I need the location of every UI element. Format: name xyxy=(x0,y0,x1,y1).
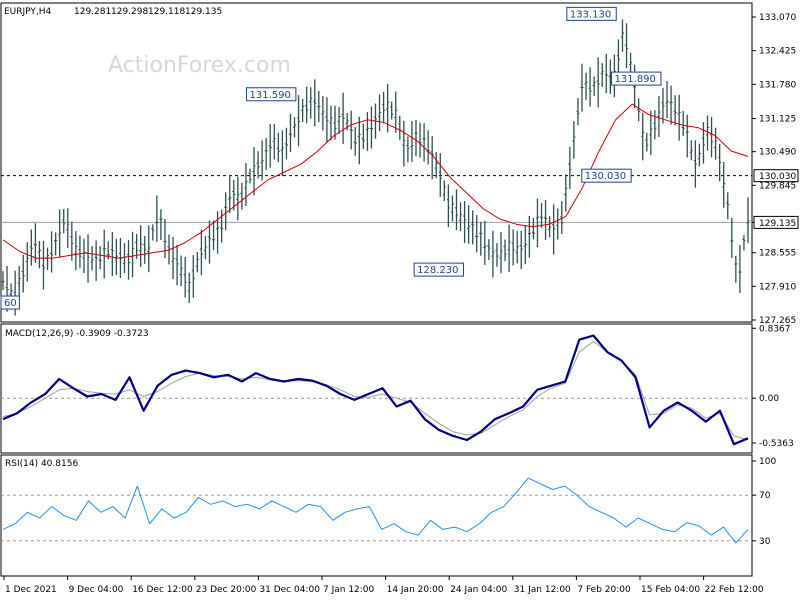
price-axis-tick-label: 130.490 xyxy=(759,148,796,158)
macd-main-line xyxy=(2,334,749,446)
x-axis-tick-label: 31 Jan 12:00 xyxy=(514,585,571,595)
macd-axis-tick-label: 0.00 xyxy=(759,394,779,404)
x-axis-tick-label: 24 Jan 04:00 xyxy=(450,585,507,595)
macd-title: MACD(12,26,9) -0.3909 -0.3723 xyxy=(5,329,149,339)
annotation-label: 133.130 xyxy=(570,9,611,20)
price-axis-tick-label: 127.265 xyxy=(759,316,796,326)
price-axis-tick-label: 127.910 xyxy=(759,282,796,292)
price-title-symbol: EURJPY,H4 xyxy=(4,7,52,17)
annotation-box xyxy=(581,168,632,183)
x-axis-tick-label: 14 Jan 20:00 xyxy=(387,585,444,595)
annotation-box xyxy=(413,262,465,277)
price-axis-tick-label: 129.845 xyxy=(759,181,796,191)
rsi-panel-frame xyxy=(0,454,753,577)
annotation-label: 60 xyxy=(4,298,17,309)
macd-panel-frame xyxy=(0,323,753,454)
price-axis-tick-label: 133.070 xyxy=(759,13,796,23)
price-axis-highlight-box xyxy=(753,215,799,229)
x-axis-tick-label: 16 Dec 12:00 xyxy=(132,585,193,595)
x-axis-tick-label: 31 Dec 04:00 xyxy=(259,585,320,595)
price-layer: 60 131.590 128.230 133.130 131.890 130.030 xyxy=(0,6,752,316)
price-axis-highlight-label: 129.135 xyxy=(759,219,796,229)
price-panel-frame xyxy=(0,2,753,323)
price-title: EURJPY,H4 129.281 129.298 129.118 129.13… xyxy=(4,7,222,17)
macd-axis-tick-label: -0.5363 xyxy=(759,439,794,449)
rsi-layer xyxy=(1,477,752,544)
ohlc-open: 129.281 xyxy=(74,7,111,17)
moving-average-line xyxy=(2,103,749,259)
x-axis-tick-label: 22 Feb 12:00 xyxy=(705,585,764,595)
axis-layer: 133.070 132.425 131.780 131.125 130.490 129.8… xyxy=(3,13,799,595)
rsi-title: RSI(14) 40.8156 xyxy=(5,459,78,469)
annotation-box xyxy=(566,6,617,21)
price-axis-highlight-label: 130.030 xyxy=(759,172,796,182)
annotation-label: 131.590 xyxy=(250,90,291,101)
x-axis-tick-label: 7 Feb 20:00 xyxy=(577,585,631,595)
watermark: ActionForex.com xyxy=(108,53,291,78)
rsi-axis-tick-label: 100 xyxy=(759,457,776,467)
price-axis-tick-label: 132.425 xyxy=(759,47,796,57)
x-axis-tick-label: 1 Dec 2021 xyxy=(5,585,57,595)
ohlc-high: 129.298 xyxy=(111,7,148,17)
ohlc-close: 129.135 xyxy=(185,7,222,17)
macd-axis-tick-label: 0.8367 xyxy=(759,324,791,334)
ohlc-low: 129.118 xyxy=(148,7,185,17)
x-axis-tick-label: 23 Dec 20:00 xyxy=(196,585,257,595)
annotation-box xyxy=(0,295,20,310)
annotation-label: 128.230 xyxy=(417,265,458,276)
price-axis-highlight-box xyxy=(753,169,799,183)
price-axis-tick-label: 131.780 xyxy=(759,80,796,90)
x-axis-tick-label: 7 Jan 12:00 xyxy=(323,585,375,595)
annotation-box xyxy=(246,87,297,102)
annotation-box xyxy=(611,71,662,86)
rsi-line xyxy=(2,477,749,544)
x-axis-tick-label: 9 Dec 04:00 xyxy=(69,585,124,595)
x-axis-tick-label: 15 Feb 04:00 xyxy=(641,585,700,595)
annotation-label: 131.890 xyxy=(615,74,656,85)
macd-layer xyxy=(1,334,752,446)
price-axis-tick-label: 131.125 xyxy=(759,115,796,125)
annotation-label: 130.030 xyxy=(585,171,626,182)
rsi-axis-tick-label: 30 xyxy=(759,537,771,547)
price-axis-tick-label: 128.555 xyxy=(759,249,796,259)
rsi-axis-tick-label: 70 xyxy=(759,491,771,501)
